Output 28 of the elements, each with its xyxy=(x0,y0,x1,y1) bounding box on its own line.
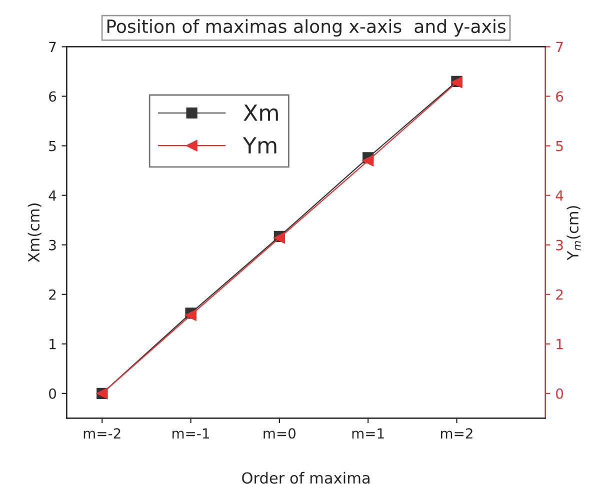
legend-label: Ym xyxy=(242,137,276,154)
x-tick-label: m=0 xyxy=(264,428,296,439)
chart-title: Position of maximas along x-axis and y-axis xyxy=(107,19,506,37)
y-tick-label: 2 xyxy=(49,289,56,300)
x-axis-title: Order of maxima xyxy=(242,472,370,484)
y-tick-label: 5 xyxy=(49,140,56,152)
y-tick-label: 4 xyxy=(48,190,56,201)
y-tick-label: 3 xyxy=(49,240,56,250)
x-tick-label: m=-2 xyxy=(84,428,120,438)
y2-tick-label: 2 xyxy=(556,289,563,300)
y2-tick-label: 3 xyxy=(556,240,563,250)
legend-label: Xm xyxy=(244,104,278,121)
x-tick-label: m=2 xyxy=(441,428,472,438)
y-tick-label: 0 xyxy=(49,388,56,399)
y2-tick-label: 6 xyxy=(556,91,564,102)
y2-tick-label: 5 xyxy=(556,140,563,152)
x-tick-label: m=1 xyxy=(352,428,384,438)
y-tick-label: 6 xyxy=(49,91,56,102)
y2-tick-label: 1 xyxy=(556,339,563,350)
y-tick-label: 7 xyxy=(49,42,56,52)
y2-tick-label: 4 xyxy=(556,190,564,201)
x-tick-label: m=-1 xyxy=(172,428,210,438)
y2-axis-title: Y$_{m}$(cm) xyxy=(566,206,581,260)
y2-tick-label: 0 xyxy=(556,388,564,399)
y2-tick-label: 7 xyxy=(556,42,563,52)
y-tick-label: 1 xyxy=(50,339,56,350)
y-axis-title: Xm(cm) xyxy=(28,204,42,262)
point xyxy=(362,155,374,166)
